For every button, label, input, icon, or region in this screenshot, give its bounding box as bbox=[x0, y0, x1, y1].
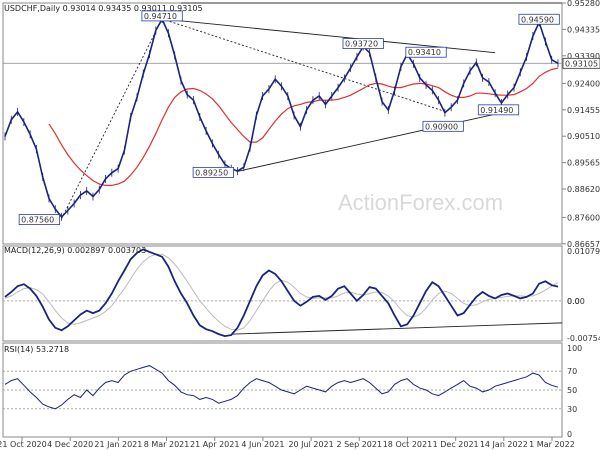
annotation-box-7 bbox=[518, 13, 560, 25]
rsi-panel: 100 70 50 30 0 bbox=[3, 344, 582, 439]
current-price-label: 0.93105 bbox=[565, 59, 598, 68]
macd-header: MACD(12,26,9) 0.002897 0.003703 bbox=[4, 246, 146, 255]
annotation-box-5 bbox=[422, 120, 464, 132]
x-tick-label-7: 2 Sep 2021 bbox=[336, 440, 382, 449]
y-tick-label-price-7: 0.88620 bbox=[567, 185, 600, 194]
y-tick-label-rsi-0: 100 bbox=[567, 344, 582, 353]
y-tick-label-price-5: 0.90510 bbox=[567, 132, 600, 141]
panel-frame-0 bbox=[2, 2, 563, 245]
x-tick-label-1: 4 Dec 2020 bbox=[47, 440, 93, 449]
y-tick-label-price-6: 0.89565 bbox=[567, 159, 600, 168]
annotation-0: 0.87560 bbox=[21, 216, 54, 225]
y-tick-label-macd-2: -0.007548 bbox=[567, 334, 600, 343]
y-tick-label-price-9: 0.86657 bbox=[567, 240, 600, 249]
y-tick-label-rsi-3: 30 bbox=[567, 405, 577, 414]
annotation-box-1 bbox=[141, 10, 183, 22]
rsi-header: RSI(14) 53.2718 bbox=[4, 345, 69, 354]
x-tick-label-2: 21 Jan 2021 bbox=[94, 440, 142, 449]
x-tick-label-10: 14 Jan 2022 bbox=[480, 440, 528, 449]
y-tick-label-price-4: 0.91455 bbox=[567, 106, 600, 115]
y-tick-label-rsi-1: 70 bbox=[567, 367, 577, 376]
x-axis: 21 Oct 2020 4 Dec 2020 21 Jan 2021 8 Mar 20… bbox=[0, 437, 575, 449]
trendline-2 bbox=[61, 18, 163, 219]
annotation-5: 0.90900 bbox=[425, 122, 458, 131]
x-tick-label-9: 1 Dec 2021 bbox=[433, 440, 479, 449]
y-tick-label-price-8: 0.87600 bbox=[567, 213, 600, 222]
y-tick-label-rsi-2: 50 bbox=[567, 386, 577, 395]
annotation-3: 0.93720 bbox=[345, 40, 378, 49]
x-tick-label-3: 8 Mar 2021 bbox=[144, 440, 190, 449]
x-tick-label-4: 21 Apr 2021 bbox=[190, 440, 239, 449]
y-tick-label-macd-0: 0.010797 bbox=[567, 247, 600, 256]
macd-current-label: 0.00 bbox=[567, 297, 585, 306]
y-tick-label-rsi-4: 0 bbox=[567, 430, 572, 439]
fe-level-label: FE 61.8 bbox=[530, 0, 560, 2]
annotation-6: 0.91490 bbox=[480, 106, 513, 115]
price-header: USDCHF,Daily 0.93014 0.93435 0.93011 0.9… bbox=[4, 4, 203, 13]
y-tick-label-macd-1: 0.0 bbox=[567, 297, 580, 306]
annotation-box-4 bbox=[405, 46, 447, 58]
annotation-box-6 bbox=[477, 104, 520, 116]
macd-line bbox=[4, 248, 559, 338]
panel-frame-1 bbox=[2, 245, 563, 342]
rsi-line bbox=[4, 365, 559, 410]
macd-panel: 0.010797 0.0 -0.007548 0.00 bbox=[3, 247, 600, 343]
x-tick-label-0: 21 Oct 2020 bbox=[0, 440, 47, 449]
y-tick-label-price-2: 0.93390 bbox=[567, 52, 600, 61]
trendline-3 bbox=[161, 18, 446, 112]
annotation-4: 0.93410 bbox=[408, 48, 441, 57]
annotation-2: 0.89250 bbox=[195, 168, 228, 177]
annotation-1: 0.94710 bbox=[144, 12, 177, 21]
x-tick-label-8: 18 Oct 2021 bbox=[383, 440, 432, 449]
annotation-box-2 bbox=[192, 166, 234, 178]
price-panel: 0.95280 0.94335 0.93390 0.92400 0.91455 0.905… bbox=[3, 0, 600, 249]
y-tick-label-price-0: 0.95280 bbox=[567, 0, 600, 8]
current-price-box bbox=[562, 57, 600, 69]
x-tick-label-11: 1 Mar 2022 bbox=[529, 440, 575, 449]
watermark: ActionForex.com bbox=[338, 190, 503, 215]
moving-average-line bbox=[48, 67, 559, 186]
y-tick-label-price-1: 0.94335 bbox=[567, 25, 600, 34]
annotation-box-3 bbox=[342, 38, 384, 49]
annotation-7: 0.94590 bbox=[521, 15, 554, 24]
annotation-box-0 bbox=[18, 214, 60, 225]
x-tick-label-6: 20 Jul 2021 bbox=[288, 440, 333, 449]
macd-trendline bbox=[231, 322, 563, 335]
x-tick-label-5: 4 Jun 2021 bbox=[241, 440, 284, 449]
y-tick-label-price-3: 0.92400 bbox=[567, 79, 600, 88]
